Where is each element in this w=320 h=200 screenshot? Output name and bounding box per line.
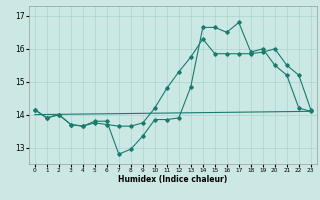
X-axis label: Humidex (Indice chaleur): Humidex (Indice chaleur)	[118, 175, 228, 184]
